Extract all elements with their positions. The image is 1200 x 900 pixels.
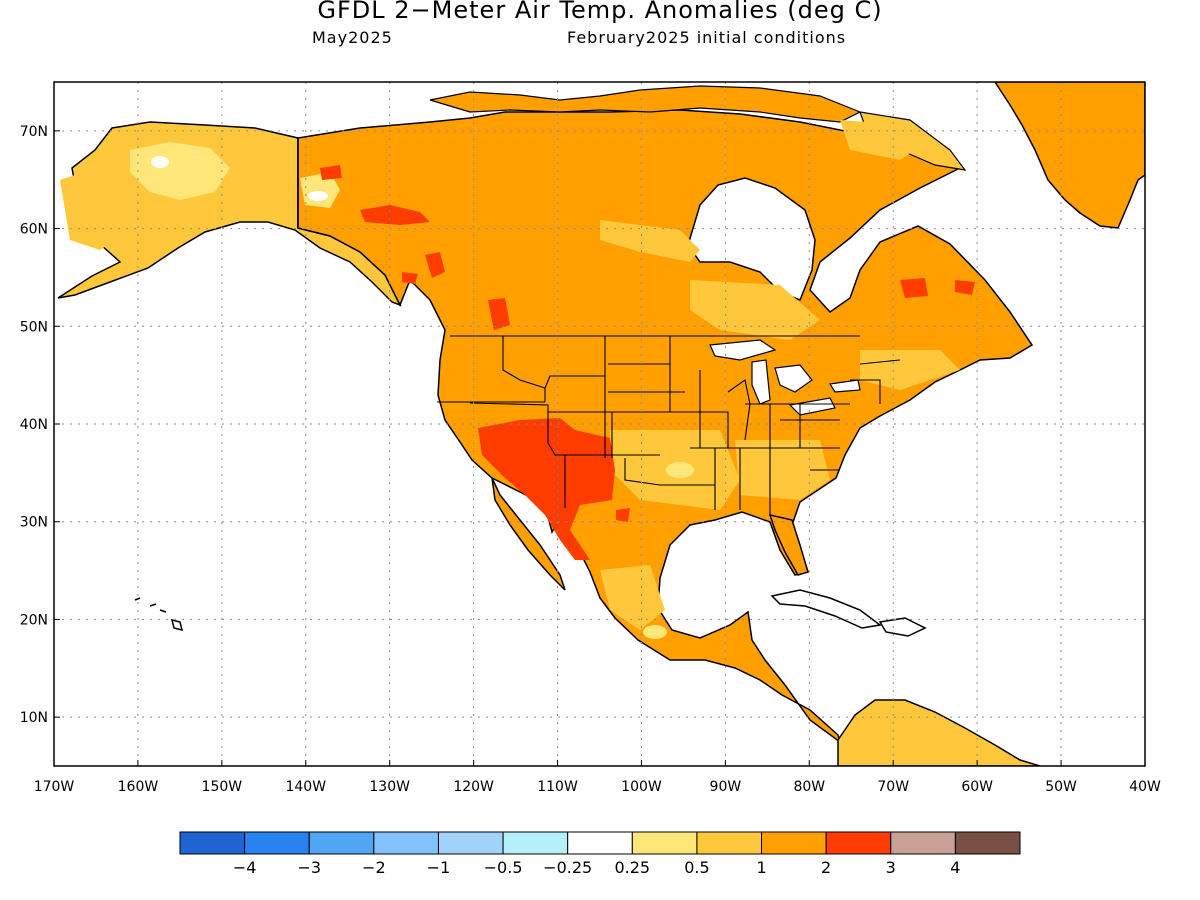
colorbar-swatch [437,831,504,855]
colorbar-label: 0.5 [684,858,709,877]
colorbar-label: 1 [756,858,766,877]
colorbar-swatch [502,831,569,855]
hispaniola [878,617,927,637]
lon-tick-label: 80W [793,779,825,795]
colorbar: −4 −3 −2 −1 −0.5 −0.25 0.25 0.5 1 2 3 4 [179,831,1021,877]
florida [768,513,809,576]
lon-tick-label: 150W [202,779,243,795]
lon-tick-label: 100W [621,779,662,795]
hudson-bay [687,177,816,301]
colorbar-label: 3 [886,858,896,877]
colorbar-label: 2 [821,858,831,877]
lon-tick-label: 130W [369,779,410,795]
colorbar-swatch [179,831,246,855]
colorbar-label: −1 [427,858,451,877]
lon-tick-label: 120W [453,779,494,795]
colorbar-swatch [825,831,892,855]
lon-tick-label: 140W [285,779,326,795]
lat-tick-label: 50N [20,319,48,335]
colorbar-label: −0.25 [543,858,592,877]
colorbar-swatch [567,831,633,855]
arctic-island [429,85,862,123]
colorbar-swatch [244,831,310,855]
colorbar-label: −3 [297,858,321,877]
map-title: GFDL 2−Meter Air Temp. Anomalies (deg C) [317,0,883,24]
colorbar-label: 4 [950,858,960,877]
lat-tick-label: 40N [20,417,48,433]
lat-tick-label: 20N [20,612,48,628]
map-field [57,82,1145,766]
colorbar-swatch [761,831,827,855]
south-america-land [837,699,1041,766]
greenland-land [994,82,1145,229]
colorbar-label: −4 [233,858,257,877]
axis-labels: 170W 160W 150W 140W 130W 120W 110W 100W 90W 80W 70… [20,124,1161,795]
colorbar-swatch [308,831,375,855]
baja-peninsula [491,477,566,591]
initial-conditions: February2025 initial conditions [567,28,847,47]
lon-tick-label: 90W [710,779,742,795]
graticule [54,82,1145,766]
state-boundaries [437,335,901,515]
lat-tick-label: 30N [20,515,48,531]
hawaii-islands [134,597,184,632]
lon-tick-label: 160W [118,779,159,795]
lon-tick-label: 40W [1129,779,1161,795]
valid-month: May2025 [312,28,393,47]
colorbar-swatch [631,831,698,855]
north-america-land [297,109,1034,744]
colorbar-swatch [696,831,763,855]
lon-tick-label: 70W [877,779,909,795]
colorbar-label: −0.5 [484,858,523,877]
colorbar-label: 0.25 [614,858,650,877]
lon-tick-label: 110W [537,779,578,795]
cuba [770,589,882,629]
anomaly-patches [60,120,975,639]
lon-tick-label: 50W [1045,779,1077,795]
lat-tick-label: 10N [20,710,48,726]
great-lakes [709,339,861,416]
lon-tick-label: 170W [34,779,75,795]
colorbar-swatch [954,831,1021,855]
colorbar-swatch [890,831,956,855]
lat-tick-label: 60N [20,222,48,238]
colorbar-swatch [373,831,439,855]
lon-tick-label: 60W [961,779,993,795]
colorbar-label: −2 [362,858,386,877]
lat-tick-label: 70N [20,124,48,140]
